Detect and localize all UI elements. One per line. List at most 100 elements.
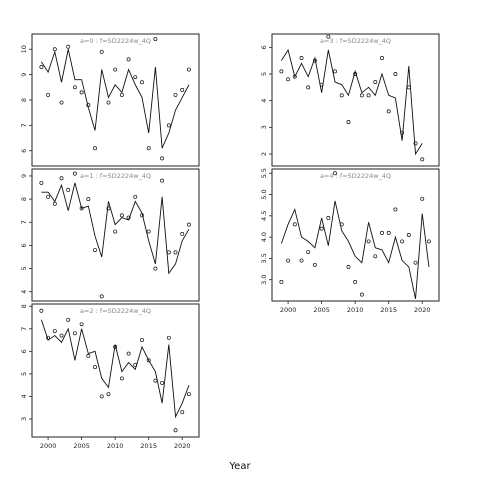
observed-point xyxy=(166,335,171,340)
observed-point xyxy=(86,353,91,358)
observed-point xyxy=(72,85,77,90)
observed-point xyxy=(106,392,111,397)
observed-point xyxy=(286,258,291,263)
observed-point xyxy=(66,187,71,192)
observed-point xyxy=(386,230,391,235)
observed-point xyxy=(166,123,171,128)
observed-point xyxy=(59,100,64,105)
observed-point xyxy=(359,292,364,297)
observed-point xyxy=(353,72,358,76)
observed-point xyxy=(299,258,304,263)
observed-point xyxy=(173,250,178,255)
y-tick-label: 8 xyxy=(20,98,28,102)
observed-point xyxy=(72,331,77,336)
panel-3: a=3 : f=SD2224w_4Q 2 3 4 5 6 xyxy=(260,33,440,167)
observed-point xyxy=(413,141,418,146)
observed-point xyxy=(353,279,358,284)
observed-point xyxy=(333,69,337,74)
x-tick-label: 2005 xyxy=(313,306,330,314)
observed-point xyxy=(93,248,97,252)
observed-point xyxy=(52,47,57,52)
panel-title: a=1 : f=SD2224w_4Q xyxy=(80,172,151,180)
observed-point xyxy=(386,109,391,114)
observed-point xyxy=(286,77,291,82)
observed-point xyxy=(279,279,284,284)
observed-point xyxy=(326,34,331,39)
observed-point xyxy=(160,178,165,183)
y-tick-label: 6 xyxy=(20,149,28,153)
x-tick-label: 2015 xyxy=(140,442,157,450)
y-tick-label: 7 xyxy=(20,123,28,127)
observed-point xyxy=(119,92,124,97)
observed-point xyxy=(306,85,311,90)
observed-point xyxy=(400,130,405,135)
observed-point xyxy=(312,262,317,267)
observed-point xyxy=(133,362,138,367)
y-tick-label: 4 xyxy=(20,290,28,294)
observed-point xyxy=(299,56,304,60)
observed-point xyxy=(126,351,131,356)
observed-point xyxy=(359,93,364,98)
observed-point xyxy=(113,67,118,72)
x-tick-label: 2000 xyxy=(280,306,297,314)
observed-point xyxy=(52,329,57,333)
observed-point xyxy=(339,222,344,227)
observed-point xyxy=(333,171,337,176)
observed-point xyxy=(133,75,138,80)
observed-point xyxy=(126,215,131,220)
observed-point xyxy=(373,80,378,84)
observed-point xyxy=(160,380,165,385)
panel-title: a=3 : f=SD2224w_4Q xyxy=(320,37,391,45)
observed-point xyxy=(393,207,398,212)
observed-point xyxy=(46,335,51,340)
observed-point xyxy=(180,410,185,415)
observed-point xyxy=(160,156,165,161)
observed-point xyxy=(66,317,71,322)
y-tick-label: 5.5 xyxy=(260,168,268,178)
observed-point xyxy=(346,120,351,124)
y-tick-label: 7 xyxy=(20,220,28,224)
observed-point xyxy=(173,428,178,433)
fitted-line xyxy=(40,319,190,419)
observed-point xyxy=(153,37,158,42)
x-tick-label: 2000 xyxy=(40,442,57,450)
observed-point xyxy=(406,233,411,237)
observed-point xyxy=(119,213,124,218)
panel-0: a=0 : f=SD2224w_4Q 6 7 8 9 10 xyxy=(20,33,200,167)
observed-point xyxy=(39,308,44,313)
observed-point xyxy=(279,69,284,74)
y-tick-label: 5.0 xyxy=(260,189,268,199)
y-tick-label: 4.0 xyxy=(260,232,268,242)
panel-title: a=2 : f=SD2224w_4Q xyxy=(80,307,151,315)
panel-frame xyxy=(271,33,440,167)
x-tick-label: 2005 xyxy=(73,442,90,450)
panel-1: a=1 : f=SD2224w_4Q 4 5 6 7 8 9 xyxy=(20,168,200,302)
observed-point xyxy=(39,65,44,69)
observed-point xyxy=(393,72,398,76)
observed-point xyxy=(292,222,297,227)
fitted-line xyxy=(280,200,430,299)
observed-point xyxy=(46,194,51,199)
observed-point xyxy=(186,222,191,227)
observed-point xyxy=(93,146,97,151)
y-tick-label: 6 xyxy=(20,349,28,353)
panel-frame xyxy=(31,168,200,302)
observed-point xyxy=(306,250,311,254)
y-tick-label: 3 xyxy=(260,125,268,129)
observed-point xyxy=(173,92,178,97)
observed-point xyxy=(59,333,64,338)
observed-point xyxy=(126,57,131,62)
observed-point xyxy=(119,376,124,381)
observed-point xyxy=(99,49,104,54)
observed-point xyxy=(153,378,158,383)
y-tick-label: 3.5 xyxy=(260,253,268,263)
observed-point xyxy=(400,239,405,244)
observed-point xyxy=(180,87,185,92)
panel-title: a=4 : f=SD2224w_4Q xyxy=(320,172,391,180)
y-tick-label: 2 xyxy=(260,152,268,156)
observed-point xyxy=(380,56,384,60)
fitted-line xyxy=(41,49,190,149)
x-tick-label: 2010 xyxy=(107,442,124,450)
observed-point xyxy=(186,67,191,72)
observed-point xyxy=(373,254,378,259)
